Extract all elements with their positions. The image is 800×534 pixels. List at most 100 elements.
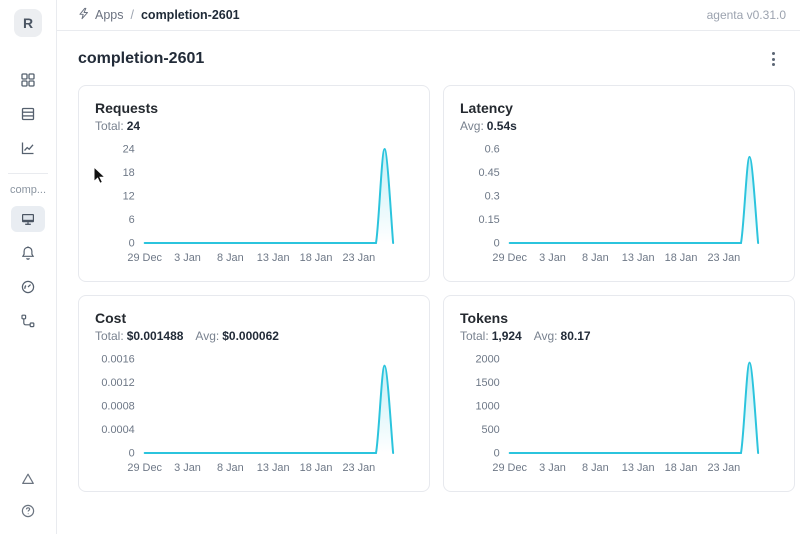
sidebar-item-traces[interactable] xyxy=(11,308,45,334)
axis-tick-label: 0.0016 xyxy=(101,353,134,365)
sidebar-item-alerts[interactable] xyxy=(11,466,45,492)
kebab-menu-icon[interactable] xyxy=(765,47,782,71)
axis-tick-label: 23 Jan xyxy=(707,462,740,474)
card-title: Cost xyxy=(95,310,127,326)
sidebar-item-notifications[interactable] xyxy=(11,240,45,266)
metric-card-cost: Cost Total: $0.001488 Avg: $0.000062 0 0.000… xyxy=(78,295,430,492)
stat: Total: 24 xyxy=(95,119,140,133)
axis-tick-label: 0 xyxy=(129,237,135,249)
sidebar-item-overview[interactable] xyxy=(11,206,45,232)
axis-tick-label: 0.0004 xyxy=(101,424,134,436)
triangle-icon xyxy=(20,471,36,487)
axis-tick-label: 0.3 xyxy=(485,190,500,202)
workspace-avatar[interactable]: R xyxy=(14,9,42,37)
app-version: agenta v0.31.0 xyxy=(706,8,786,22)
breadcrumb-current: completion-2601 xyxy=(140,8,240,22)
axis-tick-label: 29 Dec xyxy=(492,462,527,474)
axis-tick-label: 0 xyxy=(129,447,135,459)
sidebar-item-apps[interactable] xyxy=(11,67,45,93)
axis-tick-label: 0.45 xyxy=(478,167,499,179)
line-chart: 0 0.15 0.3 0.45 0.6 29 Dec 3 Jan 8 Jan 13 Jan 18 … xyxy=(478,143,760,264)
stat: Avg: $0.000062 xyxy=(195,329,279,343)
card-stats: Avg: 0.54s xyxy=(460,119,778,133)
sidebar-main-nav xyxy=(11,67,45,161)
axis-tick-label: 23 Jan xyxy=(342,462,375,474)
breadcrumb: Apps / completion-2601 xyxy=(77,7,240,23)
axis-tick-label: 23 Jan xyxy=(342,252,375,264)
chart-line xyxy=(143,364,395,454)
metric-card-requests: Requests Total: 24 0 6 12 18 24 29 Dec 3 Jan 8 J… xyxy=(78,85,430,282)
breadcrumb-apps-label: Apps xyxy=(95,8,124,22)
topbar: Apps / completion-2601 agenta v0.31.0 xyxy=(57,0,800,31)
axis-tick-label: 3 Jan xyxy=(174,252,201,264)
gauge-icon xyxy=(20,279,36,295)
chart-area-fill xyxy=(509,362,759,453)
stat-label: Avg: xyxy=(460,119,484,133)
axis-tick-label: 23 Jan xyxy=(707,252,740,264)
chart-line xyxy=(508,155,760,244)
thunderbolt-icon xyxy=(77,7,90,23)
sidebar-app-label: comp... xyxy=(9,184,47,196)
sidebar-item-analytics[interactable] xyxy=(11,135,45,161)
card-title: Requests xyxy=(95,100,159,116)
breadcrumb-apps-link[interactable]: Apps xyxy=(77,7,124,23)
axis-tick-label: 8 Jan xyxy=(217,462,244,474)
axis-tick-label: 3 Jan xyxy=(539,252,566,264)
card-title: Tokens xyxy=(460,310,508,326)
axis-tick-label: 29 Dec xyxy=(492,252,527,264)
axis-tick-label: 0 xyxy=(494,237,500,249)
axis-tick-label: 13 Jan xyxy=(622,252,655,264)
main-area: Apps / completion-2601 agenta v0.31.0 co… xyxy=(57,0,800,534)
line-chart: 0 0.0004 0.0008 0.0012 0.0016 29 Dec 3 Jan 8 Ja… xyxy=(101,353,395,474)
axis-tick-label: 500 xyxy=(482,424,500,436)
axis-tick-label: 13 Jan xyxy=(257,252,290,264)
metric-card-tokens: Tokens Total: 1,924 Avg: 80.17 0 500 1000 1500… xyxy=(443,295,795,492)
chart-line xyxy=(508,361,760,454)
stat-value: $0.000062 xyxy=(222,329,279,343)
apps-grid-icon xyxy=(20,72,36,88)
sidebar-footer-nav xyxy=(11,466,45,524)
stat-label: Total: xyxy=(95,329,124,343)
axis-tick-label: 1000 xyxy=(475,400,499,412)
stat-value: 80.17 xyxy=(560,329,591,343)
axis-tick-label: 3 Jan xyxy=(539,462,566,474)
stat-value: $0.001488 xyxy=(126,329,184,343)
sidebar-item-table[interactable] xyxy=(11,101,45,127)
charts-grid: Requests Total: 24 0 6 12 18 24 29 Dec 3 Jan 8 J… xyxy=(57,71,800,492)
tree-branch-icon xyxy=(20,313,36,329)
stat: Total: 1,924 xyxy=(460,329,522,343)
breadcrumb-separator: / xyxy=(130,8,134,22)
line-chart: 0 6 12 18 24 29 Dec 3 Jan 8 Jan 13 Jan 18 Jan 23 J… xyxy=(123,143,395,264)
stat: Avg: 80.17 xyxy=(534,329,591,343)
axis-tick-label: 12 xyxy=(123,190,135,202)
card-stats: Total: 24 xyxy=(95,119,413,133)
bell-icon xyxy=(20,245,36,261)
axis-tick-label: 0.6 xyxy=(485,143,500,155)
axis-tick-label: 1500 xyxy=(475,377,499,389)
help-circle-icon xyxy=(20,503,36,519)
axis-tick-label: 0.0008 xyxy=(101,400,134,412)
axis-tick-label: 18 Jan xyxy=(665,462,698,474)
axis-tick-label: 18 Jan xyxy=(300,252,333,264)
card-stats: Total: 1,924 Avg: 80.17 xyxy=(460,329,778,343)
axis-tick-label: 18 Jan xyxy=(300,462,333,474)
metric-card-latency: Latency Avg: 0.54s 0 0.15 0.3 0.45 0.6 29 Dec 3… xyxy=(443,85,795,282)
stat-label: Total: xyxy=(95,119,124,133)
sidebar-item-help[interactable] xyxy=(11,498,45,524)
axis-tick-label: 18 xyxy=(123,167,135,179)
axis-tick-label: 13 Jan xyxy=(257,462,290,474)
axis-tick-label: 3 Jan xyxy=(174,462,201,474)
stat-label: Total: xyxy=(460,329,489,343)
sidebar-item-observability[interactable] xyxy=(11,274,45,300)
monitor-icon xyxy=(20,211,36,227)
chart-line xyxy=(143,147,395,244)
page-header: completion-2601 xyxy=(57,31,800,71)
chart-area-fill xyxy=(509,156,759,243)
chart-area-fill xyxy=(144,365,394,453)
sidebar: R comp... xyxy=(0,0,57,534)
axis-tick-label: 0.0012 xyxy=(101,377,134,389)
axis-tick-label: 0.15 xyxy=(478,214,499,226)
table-list-icon xyxy=(20,106,36,122)
stat-value: 1,924 xyxy=(491,329,522,343)
